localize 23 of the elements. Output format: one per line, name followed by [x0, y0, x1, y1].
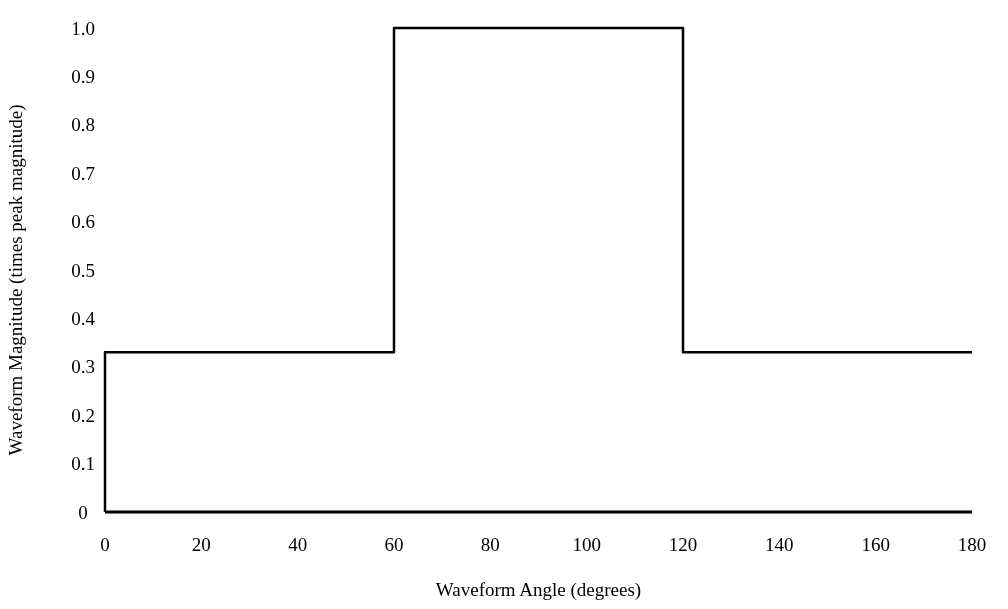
y-tick-label: 0.5 [71, 259, 95, 281]
x-tick-label: 160 [861, 533, 890, 555]
x-tick-label: 40 [288, 533, 308, 555]
y-tick-label: 0.3 [71, 356, 95, 378]
x-tick-label: 140 [765, 533, 794, 555]
x-tick-label: 80 [480, 533, 500, 555]
x-tick-label: 60 [384, 533, 404, 555]
x-tick-label: 180 [957, 533, 987, 555]
y-tick-label: 1.0 [71, 17, 95, 39]
y-tick-label: 0 [78, 501, 88, 523]
x-tick-label: 0 [100, 533, 110, 555]
y-tick-label: 0.7 [71, 162, 95, 184]
y-axis-title: Waveform Magnitude (times peak magnitude) [5, 104, 27, 456]
x-axis-title: Waveform Angle (degrees) [435, 579, 642, 601]
y-tick-label: 0.2 [71, 404, 95, 426]
y-tick-label: 0.1 [71, 453, 95, 475]
y-tick-label: 0.4 [71, 308, 96, 330]
x-tick-label: 20 [191, 533, 211, 555]
x-tick-label: 120 [668, 533, 698, 555]
y-tick-label: 0.9 [71, 66, 95, 88]
y-tick-label: 0.8 [71, 114, 95, 136]
y-tick-label: 0.6 [71, 211, 95, 233]
x-tick-label: 100 [572, 533, 601, 555]
